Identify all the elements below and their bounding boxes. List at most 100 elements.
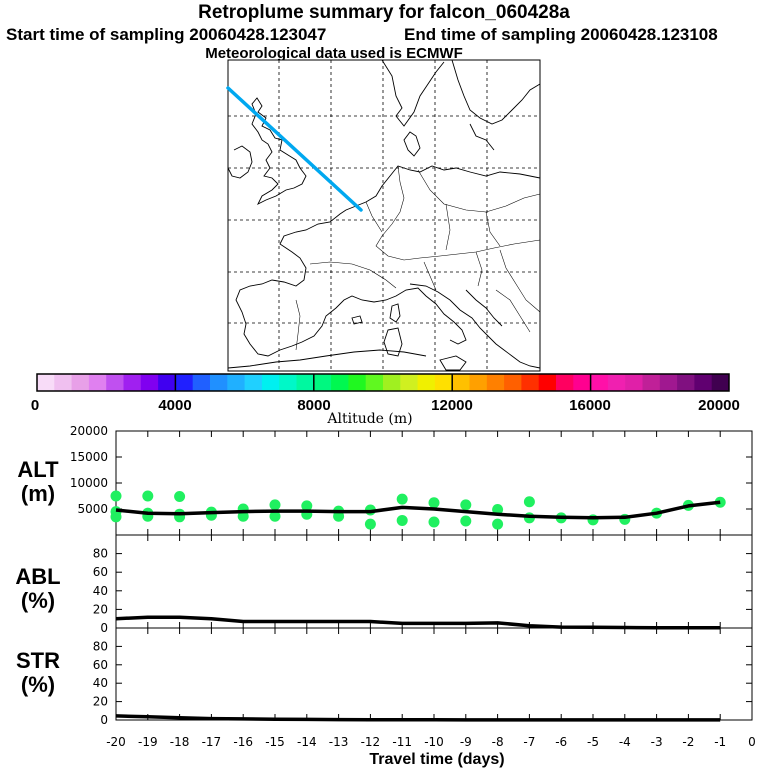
colorbar-cell — [313, 374, 332, 391]
x-tick-label: -6 — [555, 735, 567, 749]
colorbar-cell — [452, 374, 470, 391]
y-tick-label: 40 — [93, 676, 108, 690]
series-line — [115, 500, 721, 520]
y-tick-label: 80 — [93, 639, 108, 653]
altitude-point — [142, 490, 154, 502]
alt-ylabel-1: ALT — [17, 457, 59, 482]
colorbar-cell — [106, 374, 124, 391]
y-tick-label: 5000 — [77, 502, 108, 516]
colorbar-cell — [37, 374, 55, 391]
x-tick-label: -15 — [265, 735, 285, 749]
borders — [295, 165, 541, 351]
colorbar-cell — [261, 374, 280, 391]
colorbar-cell — [590, 374, 609, 391]
colorbar-tick: 20000 — [698, 397, 740, 414]
colorbar-cell — [331, 374, 349, 391]
colorbar-cell — [538, 374, 557, 391]
y-tick-label: 0 — [100, 621, 108, 635]
altitude-colorbar: 0 4000 8000 12000 16000 20000 Altitude (… — [31, 373, 740, 427]
altitude-point — [396, 514, 408, 526]
x-tick-label: -14 — [297, 735, 317, 749]
x-tick-label: -13 — [329, 735, 349, 749]
colorbar-cell — [123, 374, 142, 391]
x-tick-label: -19 — [138, 735, 158, 749]
colorbar-cell — [504, 374, 522, 391]
colorbar-tick: 4000 — [158, 397, 191, 414]
coastlines — [227, 59, 541, 371]
colorbar-cell — [677, 374, 695, 391]
x-tick-label: -11 — [392, 735, 412, 749]
colorbar-label: Altitude (m) — [326, 411, 412, 427]
x-tick-label: -3 — [651, 735, 663, 749]
y-tick-label: 80 — [93, 547, 108, 561]
colorbar-cell — [417, 374, 436, 391]
x-tick-label: -20 — [106, 735, 126, 749]
colorbar-cell — [607, 374, 626, 391]
start-time-label: Start time of sampling 20060428.123047 — [6, 25, 327, 44]
altitude-point — [333, 510, 345, 522]
x-tick-label: -18 — [170, 735, 190, 749]
x-axis-label: Travel time (days) — [369, 751, 504, 768]
y-tick-label: 60 — [93, 658, 108, 672]
altitude-point — [492, 518, 504, 530]
colorbar-cell — [573, 374, 591, 391]
str-panel — [115, 627, 753, 721]
meteo-label: Meteorological data used is ECMWF — [205, 45, 463, 62]
y-tick-label: 20000 — [70, 424, 108, 438]
alt-ylabel-2: (m) — [21, 481, 55, 506]
altitude-point — [269, 499, 281, 511]
altitude-point — [428, 516, 440, 528]
series-line — [115, 615, 721, 630]
x-tick-label: -4 — [619, 735, 631, 749]
colorbar-cell — [54, 374, 72, 391]
colorbar-cell — [659, 374, 678, 391]
colorbar-cell — [556, 374, 574, 391]
y-tick-label: 10000 — [70, 476, 108, 490]
altitude-point — [428, 497, 440, 509]
colorbar-cell — [175, 374, 194, 391]
colorbar-tick: 16000 — [569, 397, 611, 414]
x-tick-label: -9 — [460, 735, 472, 749]
colorbar-cell — [210, 374, 228, 391]
colorbar-tick: 8000 — [297, 397, 330, 414]
altitude-point — [174, 491, 186, 503]
colorbar-cell — [469, 374, 488, 391]
y-tick-label: 15000 — [70, 450, 108, 464]
str-ylabel-2: (%) — [21, 672, 55, 697]
x-tick-label: -2 — [682, 735, 694, 749]
y-tick-label: 20 — [93, 695, 108, 709]
x-tick-label: -7 — [523, 735, 535, 749]
colorbar-cell — [694, 374, 713, 391]
altitude-point — [396, 493, 408, 505]
map-graticule — [228, 60, 540, 371]
y-tick-label: 40 — [93, 584, 108, 598]
str-ylabel-1: STR — [16, 648, 60, 673]
abl-ylabel-2: (%) — [21, 588, 55, 613]
x-tick-label: -5 — [587, 735, 599, 749]
colorbar-cell — [88, 374, 107, 391]
colorbar-cell — [521, 374, 540, 391]
altitude-point — [364, 518, 376, 530]
abl-ylabel-1: ABL — [15, 564, 60, 589]
altitude-point — [523, 496, 535, 508]
page-title: Retroplume summary for falcon_060428a — [198, 2, 570, 23]
colorbar-tick: 0 — [31, 397, 39, 414]
colorbar-cell — [192, 374, 211, 391]
colorbar-cell — [158, 374, 176, 391]
colorbar-cell — [227, 374, 245, 391]
map-frame — [227, 59, 541, 372]
colorbar-cell — [434, 374, 453, 391]
x-tick-label: 0 — [748, 735, 756, 749]
altitude-point — [460, 499, 472, 511]
altitude-point — [110, 490, 122, 502]
altitude-point — [110, 511, 122, 523]
x-tick-label: -16 — [233, 735, 253, 749]
colorbar-cell — [140, 374, 159, 391]
x-tick-label: -8 — [492, 735, 504, 749]
colorbar-cell — [486, 374, 505, 391]
colorbar-cell — [365, 374, 384, 391]
europe-map — [226, 59, 541, 372]
abl-panel — [115, 534, 753, 629]
altitude-point — [269, 510, 281, 522]
